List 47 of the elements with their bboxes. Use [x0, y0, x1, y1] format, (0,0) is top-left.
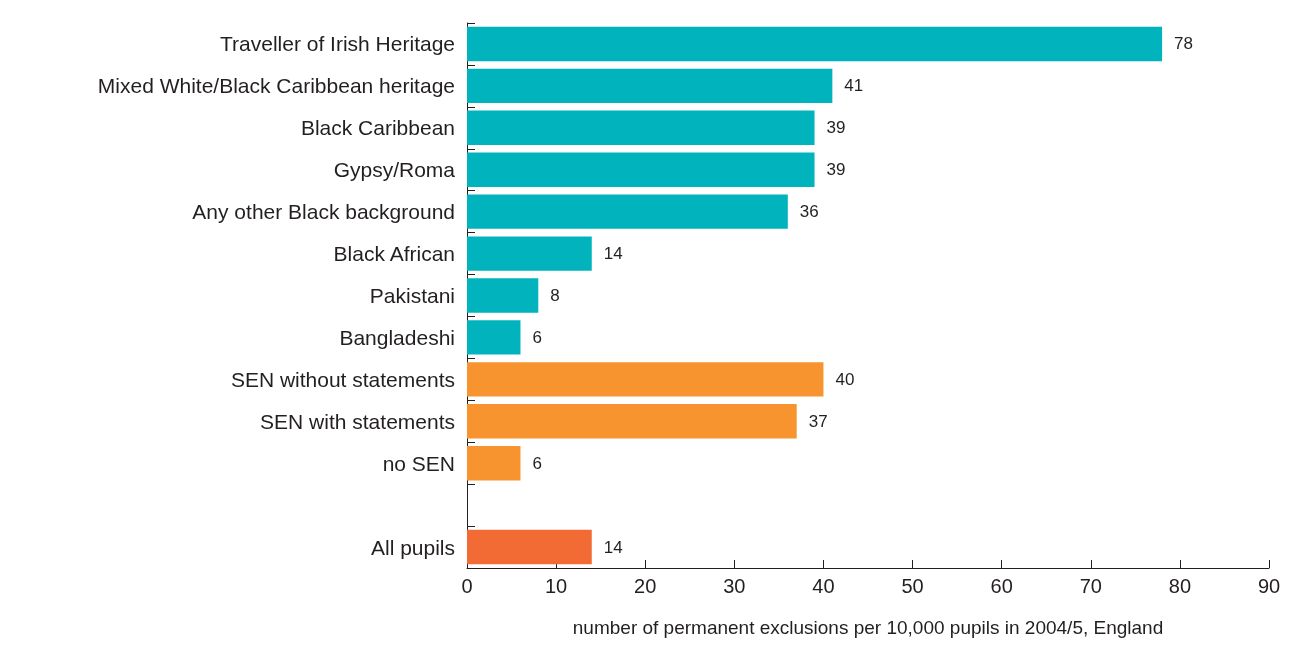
- y-tick-label: Traveller of Irish Heritage: [220, 32, 455, 56]
- y-tick-label: Mixed White/Black Caribbean heritage: [97, 74, 455, 98]
- data-label: 40: [835, 369, 855, 389]
- x-tick-label: 70: [1079, 575, 1102, 597]
- data-label: 39: [826, 160, 846, 180]
- y-tick-label: Gypsy/Roma: [333, 158, 456, 182]
- x-axis-title: number of permanent exclusions per 10,000 pupils in 2004/5, England: [572, 617, 1164, 638]
- data-label: 37: [808, 411, 828, 431]
- data-label: 78: [1174, 34, 1193, 54]
- bar: [467, 110, 815, 145]
- bar: [467, 320, 521, 355]
- bar: [467, 278, 539, 313]
- bar: [467, 529, 592, 565]
- x-tick-label: 30: [723, 575, 746, 597]
- bar: [467, 236, 592, 271]
- bar: [467, 68, 833, 104]
- y-tick-label: SEN with statements: [260, 409, 455, 433]
- x-tick-label: 40: [812, 575, 835, 597]
- x-tick-label: 0: [461, 575, 473, 597]
- y-tick-label: SEN without statements: [230, 367, 455, 391]
- x-tick-label: 90: [1257, 575, 1281, 597]
- data-label: 14: [603, 537, 623, 557]
- data-label: 6: [532, 453, 542, 473]
- y-tick-label: Pakistani: [369, 284, 455, 307]
- bar: [467, 26, 1163, 62]
- data-label: 36: [799, 202, 819, 222]
- y-tick-label: Any other Black background: [192, 200, 455, 224]
- y-tick-label: Black African: [333, 242, 455, 266]
- x-tick-label: 60: [990, 575, 1013, 597]
- y-tick-label: Bangladeshi: [339, 325, 455, 349]
- bar: [467, 362, 824, 397]
- x-tick-label: 20: [634, 575, 657, 597]
- data-label: 6: [532, 327, 542, 347]
- x-tick-label: 80: [1168, 575, 1192, 597]
- bar: [467, 152, 815, 187]
- y-tick-label: All pupils: [370, 535, 455, 559]
- data-label: 41: [844, 76, 864, 96]
- x-tick-label: 50: [901, 575, 924, 597]
- data-label: 39: [826, 118, 846, 138]
- data-label: 14: [603, 244, 623, 264]
- x-tick-label: 10: [544, 575, 568, 597]
- y-tick-label: Black Caribbean: [300, 116, 455, 140]
- y-tick-label: no SEN: [382, 451, 455, 475]
- bar: [467, 404, 797, 439]
- data-label: 8: [550, 286, 560, 305]
- bar: [467, 446, 521, 481]
- bar: [467, 194, 788, 229]
